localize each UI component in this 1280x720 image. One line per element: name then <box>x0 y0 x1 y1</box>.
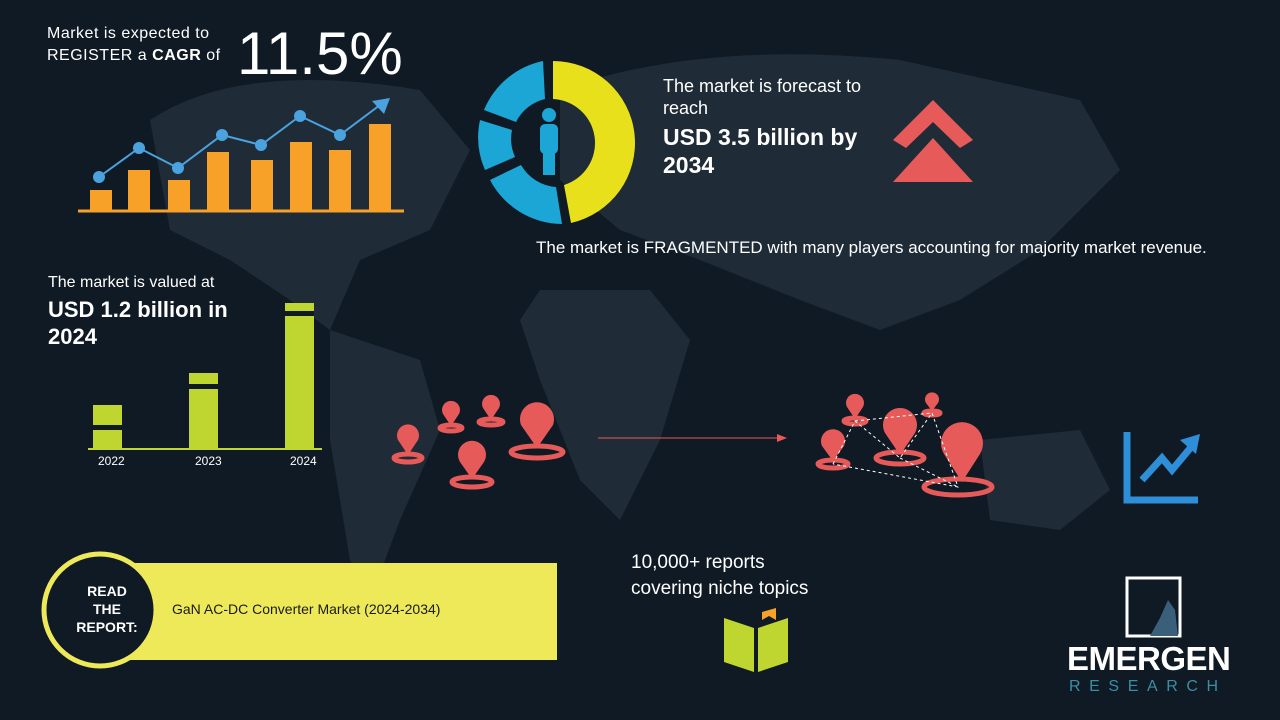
text: CAGR <box>152 47 202 64</box>
logo-sub: RESEARCH <box>1069 678 1227 695</box>
text: of <box>206 47 221 64</box>
book-icon <box>724 608 788 672</box>
year-label: 2024 <box>290 454 317 468</box>
valuation-headline: USD 1.2 billion in 2024 <box>48 296 228 350</box>
arrow-head <box>777 434 787 442</box>
text: 10,000+ reports <box>631 552 765 573</box>
logo-icon <box>1125 576 1182 638</box>
network-lines <box>832 411 959 488</box>
reports-text: 10,000+ reports covering niche topics <box>631 550 808 602</box>
text: 2024 <box>48 324 97 349</box>
forecast-headline: USD 3.5 billion by 2034 <box>663 123 857 179</box>
chevrons <box>893 100 973 182</box>
cagr-value: 11.5% <box>237 20 403 87</box>
text: covering niche topics <box>631 578 809 599</box>
text: The market is forecast to <box>663 76 862 96</box>
forecast-intro: The market is forecast to reach <box>663 75 861 119</box>
text: 2034 <box>663 152 715 178</box>
cagr-intro: Market is expected to <box>47 25 210 42</box>
report-title[interactable]: GaN AC-DC Converter Market (2024-2034) <box>172 601 441 617</box>
text: READ <box>87 583 127 599</box>
logo-name: EMERGEN <box>1067 640 1231 677</box>
text: reach <box>663 98 709 118</box>
cagr-line <box>98 104 381 178</box>
text: REGISTER a <box>47 47 148 64</box>
report-banner <box>120 563 557 660</box>
trend-icon <box>1123 432 1200 504</box>
year-label: 2023 <box>195 454 222 468</box>
text: THE <box>93 601 121 617</box>
text: USD 1.2 billion in <box>48 297 228 322</box>
pins <box>397 392 984 482</box>
value-bar-stripes <box>93 311 314 430</box>
text: USD 3.5 billion by <box>663 124 858 150</box>
report-circle <box>41 551 159 669</box>
donut <box>478 61 635 224</box>
cagr-dots <box>93 98 390 183</box>
valuation-intro: The market is valued at <box>48 274 215 291</box>
text: REPORT: <box>76 619 138 635</box>
cagr-bars <box>90 124 391 210</box>
structure-text: The market is FRAGMENTED with many playe… <box>536 238 1207 257</box>
value-bars <box>93 303 314 449</box>
cagr-line: REGISTER a CAGR of <box>47 47 221 65</box>
read-label: READ THE REPORT: <box>60 582 154 636</box>
year-label: 2022 <box>98 454 125 468</box>
